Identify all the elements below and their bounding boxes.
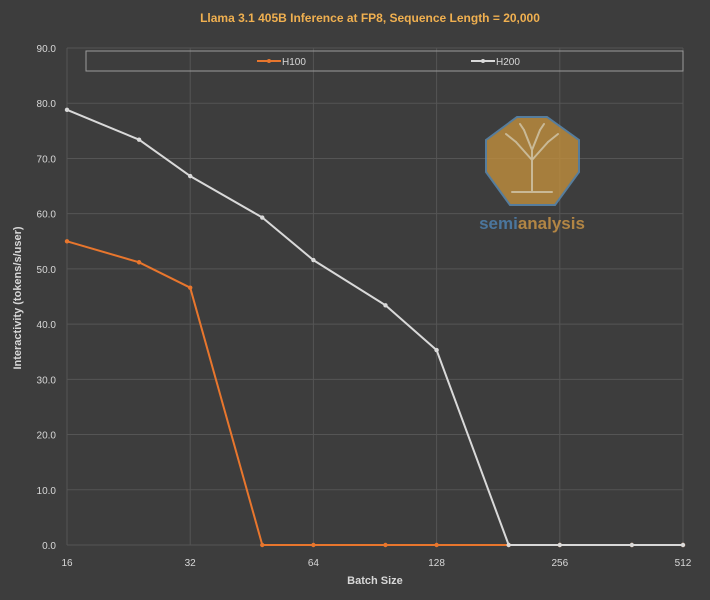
data-point-h100 — [311, 542, 316, 548]
x-tick-label: 256 — [551, 558, 568, 569]
legend-item-h100: H100 — [257, 57, 306, 68]
axis-ticks: 0.0 10.0 20.0 30.0 40.0 50.0 60.0 70.0 80.0 90.0 1… — [37, 44, 692, 569]
data-point-h100 — [434, 542, 439, 548]
grid — [66, 47, 684, 546]
y-tick-label: 50.0 — [37, 265, 57, 276]
y-tick-label: 80.0 — [37, 99, 57, 110]
y-axis-label: Interactivity (tokens/s/user) — [12, 226, 24, 369]
data-point-h200 — [188, 173, 193, 179]
data-point-h100 — [260, 542, 265, 548]
data-point-h200 — [434, 347, 439, 353]
y-tick-label: 10.0 — [37, 486, 57, 497]
y-tick-label: 20.0 — [37, 431, 57, 442]
data-point-h200 — [311, 257, 316, 263]
y-tick-label: 60.0 — [37, 210, 57, 221]
series — [64, 107, 686, 548]
x-tick-label: 512 — [675, 558, 692, 569]
logo-text: semianalysis — [479, 214, 585, 233]
logo-tree-icon — [505, 123, 559, 193]
y-tick-label: 30.0 — [37, 375, 57, 386]
y-tick-label: 0.0 — [42, 541, 56, 552]
x-tick-label: 128 — [428, 558, 445, 569]
chart-title: Llama 3.1 405B Inference at FP8, Sequenc… — [200, 11, 540, 25]
data-point-h200 — [136, 137, 142, 142]
legend-marker-h200 — [481, 59, 485, 63]
legend-marker-h100 — [267, 59, 271, 63]
y-tick-label: 90.0 — [37, 44, 57, 55]
x-tick-label: 16 — [61, 558, 73, 569]
data-point-h100 — [136, 260, 142, 265]
legend-box — [85, 50, 684, 72]
legend-label-h200: H200 — [496, 57, 520, 68]
data-point-h200 — [680, 542, 686, 548]
legend-item-h200: H200 — [471, 57, 520, 68]
data-point-h200 — [629, 542, 635, 548]
data-point-h200 — [383, 303, 388, 308]
y-tick-label: 70.0 — [37, 154, 57, 165]
legend-label-h100: H100 — [282, 57, 306, 68]
watermark-logo: semianalysis — [479, 116, 585, 233]
x-axis-label: Batch Size — [347, 575, 403, 587]
data-point-h200 — [64, 107, 70, 113]
data-point-h100 — [383, 542, 388, 548]
x-tick-label: 64 — [308, 558, 320, 569]
data-point-h100 — [188, 285, 193, 290]
data-point-h100 — [64, 239, 70, 244]
logo-text-semi: semi — [479, 214, 518, 233]
x-tick-label: 32 — [185, 558, 197, 569]
data-point-h200 — [557, 542, 562, 548]
y-tick-label: 40.0 — [37, 320, 57, 331]
legend: H100 H200 — [85, 50, 684, 72]
data-point-h200 — [506, 542, 511, 548]
data-point-h200 — [260, 215, 265, 220]
logo-text-analysis: analysis — [518, 214, 585, 233]
